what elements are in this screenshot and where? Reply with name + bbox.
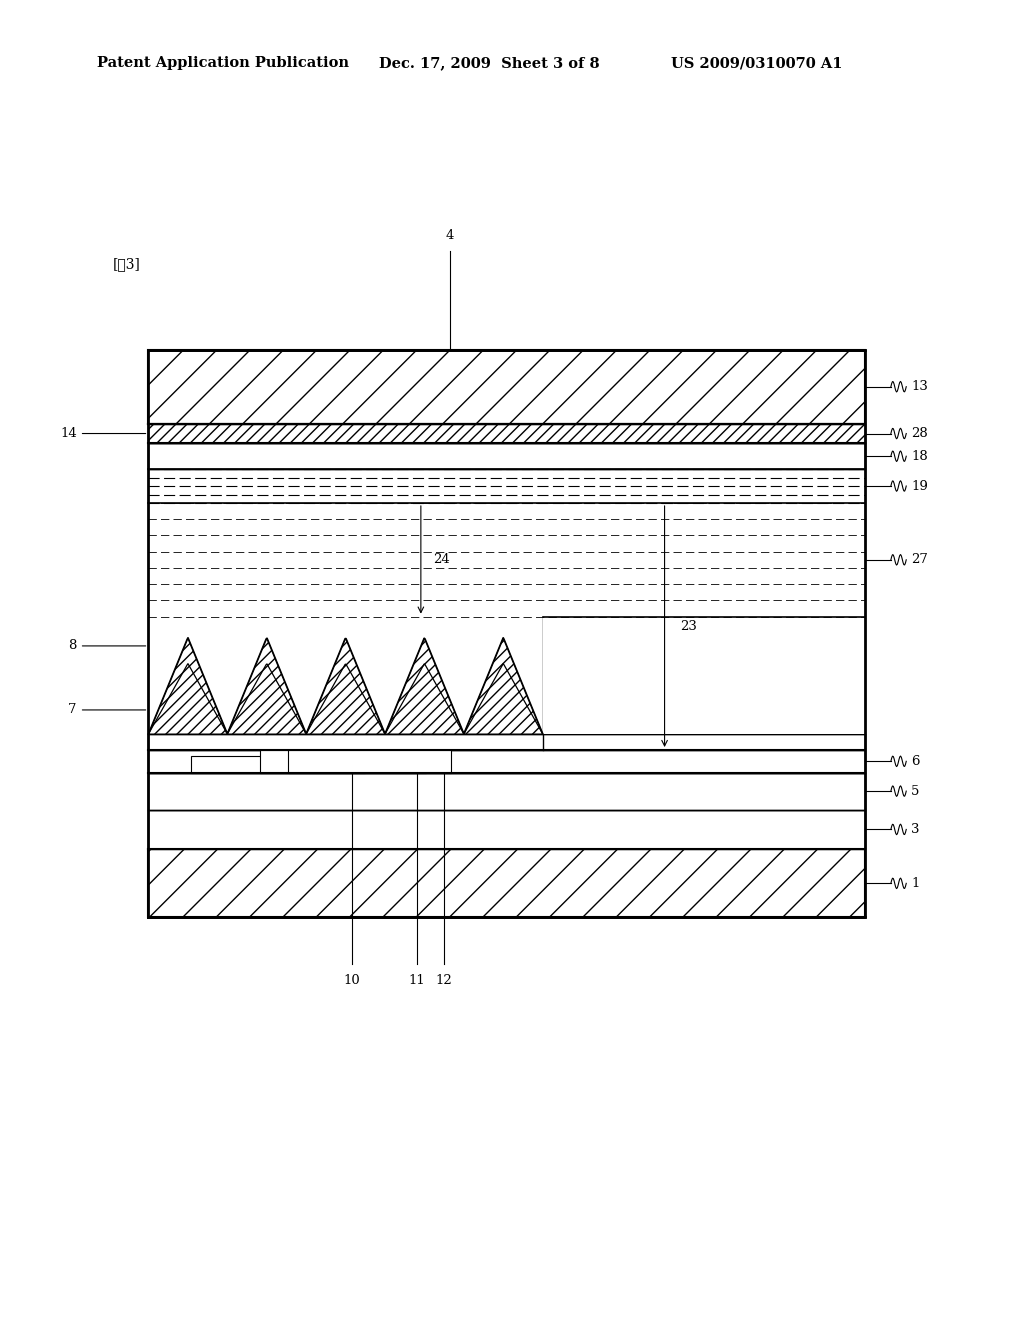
Bar	[148, 849, 865, 917]
Text: Dec. 17, 2009  Sheet 3 of 8: Dec. 17, 2009 Sheet 3 of 8	[379, 57, 599, 70]
Text: 12: 12	[435, 974, 453, 987]
Text: Patent Application Publication: Patent Application Publication	[97, 57, 349, 70]
Bar	[148, 424, 865, 444]
Bar	[543, 616, 865, 734]
Text: 7: 7	[69, 704, 145, 717]
Text: 23: 23	[680, 620, 696, 634]
Text: 24: 24	[433, 553, 450, 566]
Text: 4: 4	[445, 228, 454, 242]
Text: 28: 28	[911, 428, 928, 440]
Text: 3: 3	[911, 822, 920, 836]
Text: 14: 14	[60, 428, 145, 440]
Bar	[289, 750, 451, 772]
Bar	[260, 750, 426, 772]
Text: 6: 6	[911, 755, 920, 768]
Text: 5: 5	[911, 784, 920, 797]
Text: 10: 10	[344, 974, 360, 987]
Bar	[148, 350, 865, 424]
Text: [図3]: [図3]	[113, 257, 140, 271]
Text: US 2009/0310070 A1: US 2009/0310070 A1	[671, 57, 842, 70]
Text: 27: 27	[911, 553, 928, 566]
Text: 13: 13	[911, 380, 928, 393]
Text: 1: 1	[911, 876, 920, 890]
Text: 18: 18	[911, 450, 928, 463]
Polygon shape	[148, 638, 543, 734]
Text: 8: 8	[69, 639, 145, 652]
Bar	[148, 772, 865, 809]
Bar	[148, 734, 865, 750]
Text: 11: 11	[409, 974, 425, 987]
Text: 19: 19	[911, 479, 928, 492]
Bar	[148, 750, 865, 772]
Bar	[191, 756, 365, 772]
Bar	[148, 809, 865, 849]
Bar	[148, 444, 865, 469]
